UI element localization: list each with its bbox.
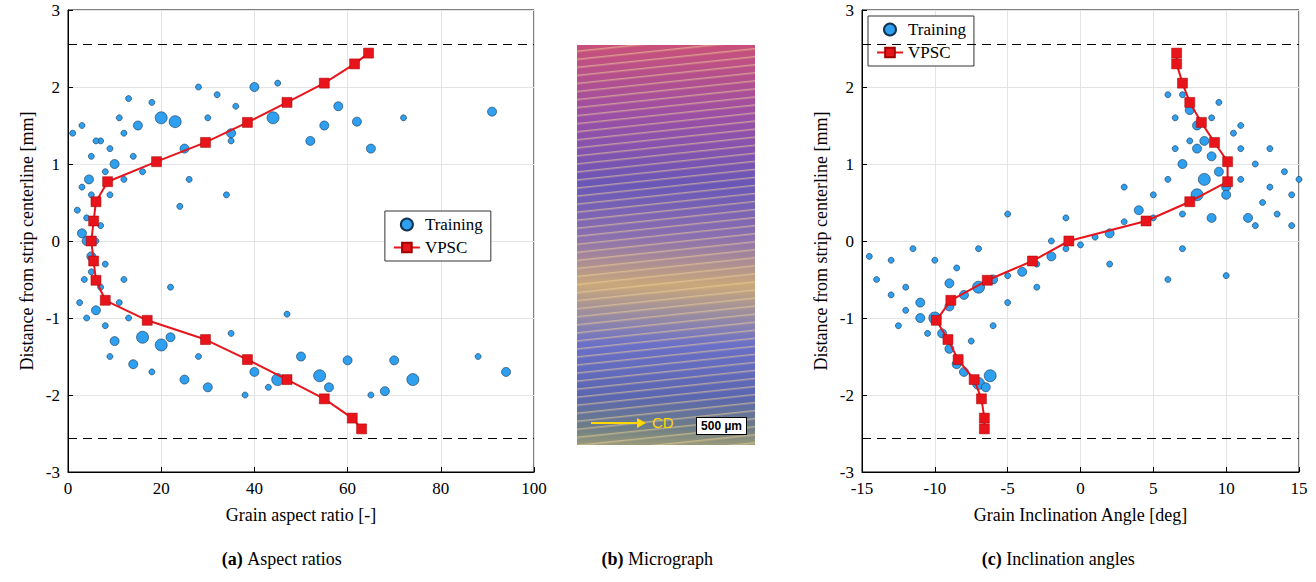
html-text:CD: CD	[652, 414, 674, 431]
svg-text:-3: -3	[839, 462, 854, 482]
svg-text:Training: Training	[908, 20, 966, 39]
svg-text:(c): (c)	[982, 549, 1002, 570]
svg-text:VPSC: VPSC	[425, 238, 468, 257]
svg-text:(a): (a)	[222, 549, 243, 570]
svg-text:Grain aspect ratio [-]: Grain aspect ratio [-]	[226, 505, 376, 525]
html-text:500 µm: 500 µm	[701, 419, 742, 433]
svg-text:2: 2	[52, 78, 61, 97]
svg-text:-10: -10	[923, 479, 946, 498]
svg-text:Grain Inclination Angle [deg]: Grain Inclination Angle [deg]	[974, 505, 1187, 525]
svg-text:Micrograph: Micrograph	[628, 549, 713, 569]
svg-text:15: 15	[1291, 479, 1308, 498]
svg-text:-1: -1	[46, 309, 60, 328]
svg-text:-3: -3	[46, 463, 60, 482]
svg-text:Training: Training	[425, 215, 483, 234]
svg-text:20: 20	[153, 479, 170, 498]
svg-text:(b): (b)	[602, 549, 624, 570]
svg-text:10: 10	[1218, 479, 1235, 498]
svg-text:-5: -5	[1001, 479, 1015, 498]
svg-text:40: 40	[246, 479, 263, 498]
svg-text:Distance from strip centerline: Distance from strip centerline [mm]	[811, 112, 831, 371]
svg-text:3: 3	[846, 1, 855, 20]
svg-text:Distance from strip centerline: Distance from strip centerline [mm]	[17, 112, 37, 371]
svg-text:5: 5	[1149, 479, 1158, 498]
svg-text:1: 1	[846, 155, 855, 174]
svg-text:0: 0	[1076, 479, 1085, 498]
svg-text:0: 0	[52, 232, 61, 251]
svg-text:VPSC: VPSC	[908, 43, 951, 62]
svg-text:100: 100	[521, 479, 547, 498]
svg-text:2: 2	[846, 78, 855, 97]
svg-text:Aspect ratios: Aspect ratios	[247, 549, 341, 569]
svg-text:-2: -2	[46, 386, 60, 405]
svg-text:1: 1	[52, 155, 61, 174]
svg-text:0: 0	[64, 479, 73, 498]
svg-text:0: 0	[846, 232, 855, 251]
svg-text:Inclination angles: Inclination angles	[1006, 549, 1134, 569]
svg-text:80: 80	[432, 479, 449, 498]
svg-text:3: 3	[52, 1, 61, 20]
svg-text:-15: -15	[851, 479, 874, 498]
svg-text:-1: -1	[840, 309, 854, 328]
svg-text:60: 60	[339, 479, 356, 498]
svg-text:-2: -2	[840, 386, 854, 405]
